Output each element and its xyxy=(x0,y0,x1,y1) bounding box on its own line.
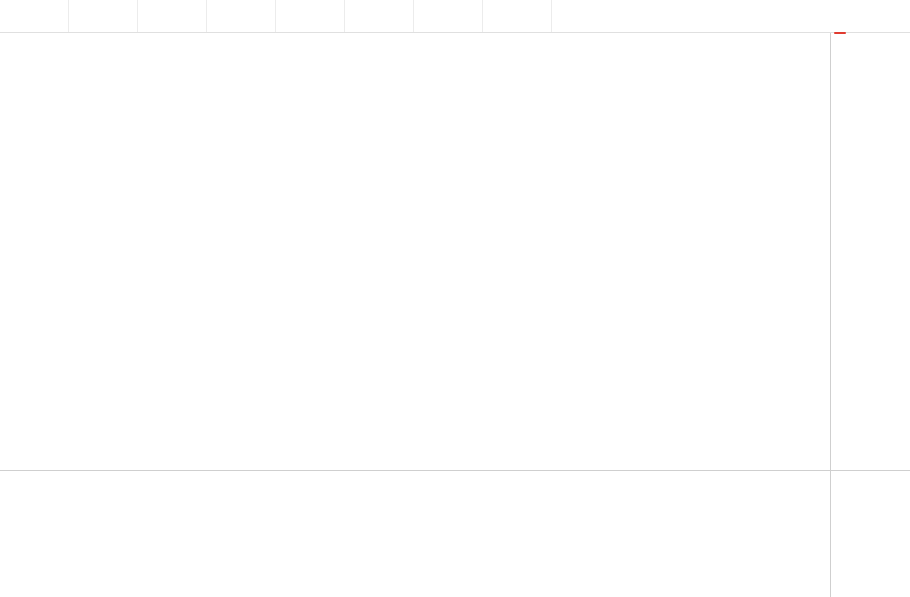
price-axis xyxy=(830,32,910,470)
tab-30min[interactable] xyxy=(345,0,414,32)
tab-4hour[interactable] xyxy=(483,0,552,32)
ohlc-legend xyxy=(8,39,58,53)
tab-5min[interactable] xyxy=(207,0,276,32)
macd-legend xyxy=(8,475,44,489)
ma-legend xyxy=(8,57,44,71)
macd-axis xyxy=(830,470,910,597)
tab-15min[interactable] xyxy=(276,0,345,32)
current-price-tag xyxy=(834,32,846,34)
timeframe-tabbar xyxy=(0,0,910,33)
candlestick-canvas[interactable] xyxy=(0,33,830,470)
macd-panel[interactable] xyxy=(0,470,830,597)
tab-month[interactable] xyxy=(138,0,207,32)
candlestick-chart[interactable] xyxy=(0,33,830,470)
tab-day[interactable] xyxy=(0,0,69,32)
macd-canvas[interactable] xyxy=(0,472,830,597)
tab-week[interactable] xyxy=(69,0,138,32)
tab-60min[interactable] xyxy=(414,0,483,32)
